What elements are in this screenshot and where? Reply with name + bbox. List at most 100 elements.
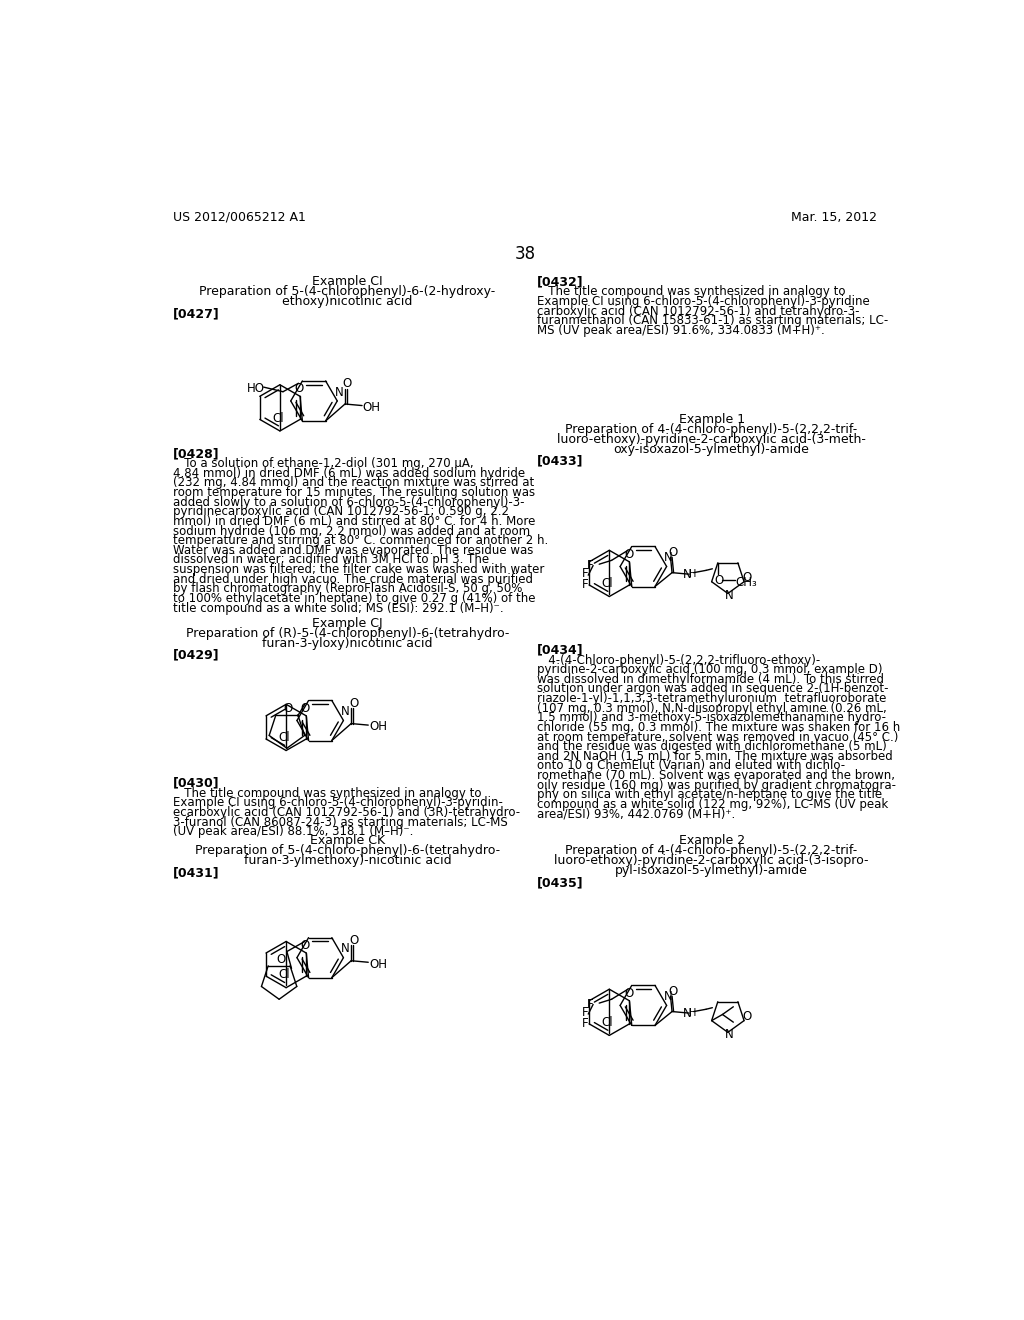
Text: OH: OH <box>369 957 387 970</box>
Text: Cl: Cl <box>279 731 290 744</box>
Text: N: N <box>341 705 350 718</box>
Text: F: F <box>587 558 594 572</box>
Text: O: O <box>301 940 310 952</box>
Text: CH₃: CH₃ <box>735 576 757 589</box>
Text: N: N <box>335 385 344 399</box>
Text: OH: OH <box>369 721 387 734</box>
Text: Water was added and DMF was evaporated. The residue was: Water was added and DMF was evaporated. … <box>173 544 534 557</box>
Text: Example CI: Example CI <box>312 276 383 289</box>
Text: luoro-ethoxy)-pyridine-2-carboxylic acid-(3-isopro-: luoro-ethoxy)-pyridine-2-carboxylic acid… <box>554 854 868 867</box>
Text: to 100% ethylacetate in heptane) to give 0.27 g (41%) of the: to 100% ethylacetate in heptane) to give… <box>173 591 536 605</box>
Text: 1.5 mmol) and 3-methoxy-5-isoxazolemethanamine hydro-: 1.5 mmol) and 3-methoxy-5-isoxazolemetha… <box>538 711 886 725</box>
Text: The title compound was synthesized in analogy to: The title compound was synthesized in an… <box>538 285 846 298</box>
Text: [0435]: [0435] <box>538 876 584 890</box>
Text: was dissolved in dimethylformamide (4 mL). To this stirred: was dissolved in dimethylformamide (4 mL… <box>538 673 884 686</box>
Text: Cl: Cl <box>601 577 613 590</box>
Text: and 2N NaOH (1.5 mL) for 5 min. The mixture was absorbed: and 2N NaOH (1.5 mL) for 5 min. The mixt… <box>538 750 893 763</box>
Text: onto 10 g ChemElut (Varian) and eluted with dichlo-: onto 10 g ChemElut (Varian) and eluted w… <box>538 759 846 772</box>
Text: N: N <box>683 568 691 581</box>
Text: (107 mg, 0.3 mmol), N,N-diisopropyl ethyl amine (0.26 mL,: (107 mg, 0.3 mmol), N,N-diisopropyl ethy… <box>538 702 887 714</box>
Text: F: F <box>583 568 589 581</box>
Text: [0427]: [0427] <box>173 308 220 321</box>
Text: O: O <box>349 697 358 710</box>
Text: O: O <box>669 546 678 560</box>
Text: N: N <box>683 1007 691 1020</box>
Text: N: N <box>341 942 350 956</box>
Text: phy on silica with ethyl acetate/n-heptane to give the title: phy on silica with ethyl acetate/n-hepta… <box>538 788 883 801</box>
Text: pyl-isoxazol-5-ylmethyl)-amide: pyl-isoxazol-5-ylmethyl)-amide <box>615 865 808 878</box>
Text: N: N <box>665 990 673 1003</box>
Text: compound as a white solid (122 mg, 92%), LC-MS (UV peak: compound as a white solid (122 mg, 92%),… <box>538 797 889 810</box>
Text: F: F <box>583 578 589 591</box>
Text: oxy-isoxazol-5-ylmethyl)-amide: oxy-isoxazol-5-ylmethyl)-amide <box>613 442 810 455</box>
Text: O: O <box>669 985 678 998</box>
Text: sodium hydride (106 mg, 2.2 mmol) was added and at room: sodium hydride (106 mg, 2.2 mmol) was ad… <box>173 524 530 537</box>
Text: O: O <box>301 702 310 715</box>
Text: Preparation of 4-(4-chloro-phenyl)-5-(2,2,2-trif-: Preparation of 4-(4-chloro-phenyl)-5-(2,… <box>565 845 858 858</box>
Text: Example 1: Example 1 <box>679 412 744 425</box>
Text: added slowly to a solution of 6-chloro-5-(4-chlorophenyl)-3-: added slowly to a solution of 6-chloro-5… <box>173 496 524 508</box>
Text: dissolved in water; acidified with 3M HCl to pH 3. The: dissolved in water; acidified with 3M HC… <box>173 553 489 566</box>
Text: at room temperature, solvent was removed in vacuo (45° C.): at room temperature, solvent was removed… <box>538 730 899 743</box>
Text: Cl: Cl <box>279 969 290 982</box>
Text: 4.84 mmol) in dried DMF (6 mL) was added sodium hydride: 4.84 mmol) in dried DMF (6 mL) was added… <box>173 467 525 479</box>
Text: O: O <box>742 572 752 583</box>
Text: furanmethanol (CAN 15833-61-1) as starting materials; LC-: furanmethanol (CAN 15833-61-1) as starti… <box>538 314 889 327</box>
Text: OH: OH <box>362 401 381 414</box>
Text: O: O <box>276 953 286 966</box>
Text: The title compound was synthesized in analogy to: The title compound was synthesized in an… <box>173 787 481 800</box>
Text: romethane (70 mL). Solvent was evaporated and the brown,: romethane (70 mL). Solvent was evaporate… <box>538 770 895 781</box>
Text: 4-(4-Chloro-phenyl)-5-(2,2,2-trifluoro-ethoxy)-: 4-(4-Chloro-phenyl)-5-(2,2,2-trifluoro-e… <box>538 653 820 667</box>
Text: Example CJ: Example CJ <box>312 616 383 630</box>
Text: ecarboxylic acid (CAN 1012792-56-1) and (3R)-tetrahydro-: ecarboxylic acid (CAN 1012792-56-1) and … <box>173 807 520 818</box>
Text: furan-3-yloxy)nicotinic acid: furan-3-yloxy)nicotinic acid <box>262 636 432 649</box>
Text: [0428]: [0428] <box>173 447 219 461</box>
Text: [0429]: [0429] <box>173 649 219 661</box>
Text: O: O <box>343 378 352 391</box>
Text: O: O <box>349 933 358 946</box>
Text: title compound as a white solid; MS (ESI): 292.1 (M–H)⁻.: title compound as a white solid; MS (ESI… <box>173 602 504 615</box>
Text: ethoxy)nicotinic acid: ethoxy)nicotinic acid <box>283 296 413 309</box>
Text: [0433]: [0433] <box>538 455 584 467</box>
Text: O: O <box>624 987 633 1001</box>
Text: luoro-ethoxy)-pyridine-2-carboxylic acid-(3-meth-: luoro-ethoxy)-pyridine-2-carboxylic acid… <box>557 433 866 446</box>
Text: Preparation of 5-(4-chloro-phenyl)-6-(tetrahydro-: Preparation of 5-(4-chloro-phenyl)-6-(te… <box>195 845 500 858</box>
Text: MS (UV peak area/ESI) 91.6%, 334.0833 (M+H)⁺.: MS (UV peak area/ESI) 91.6%, 334.0833 (M… <box>538 323 825 337</box>
Text: Example CI using 6-chloro-5-(4-chlorophenyl)-3-pyridine: Example CI using 6-chloro-5-(4-chlorophe… <box>538 296 870 308</box>
Text: mmol) in dried DMF (6 mL) and stirred at 80° C. for 4 h. More: mmol) in dried DMF (6 mL) and stirred at… <box>173 515 536 528</box>
Text: Example 2: Example 2 <box>679 834 744 847</box>
Text: [0430]: [0430] <box>173 776 219 789</box>
Text: O: O <box>624 548 633 561</box>
Text: [0434]: [0434] <box>538 644 584 656</box>
Text: 3-furanol (CAN 86087-24-3) as starting materials; LC-MS: 3-furanol (CAN 86087-24-3) as starting m… <box>173 816 508 829</box>
Text: N: N <box>725 1028 733 1040</box>
Text: O: O <box>295 383 304 396</box>
Text: pyridine-2-carboxylic acid (100 mg, 0.3 mmol, example D): pyridine-2-carboxylic acid (100 mg, 0.3 … <box>538 663 883 676</box>
Text: HO: HO <box>247 383 264 396</box>
Text: Preparation of 5-(4-chlorophenyl)-6-(2-hydroxy-: Preparation of 5-(4-chlorophenyl)-6-(2-h… <box>200 285 496 298</box>
Text: O: O <box>715 574 724 587</box>
Text: 38: 38 <box>514 244 536 263</box>
Text: and the residue was digested with dichloromethane (5 mL): and the residue was digested with dichlo… <box>538 741 887 754</box>
Text: Cl: Cl <box>272 412 284 425</box>
Text: carboxylic acid (CAN 1012792-56-1) and tetrahydro-3-: carboxylic acid (CAN 1012792-56-1) and t… <box>538 305 860 318</box>
Text: Cl: Cl <box>601 1016 613 1030</box>
Text: suspension was filtered; the filter cake was washed with water: suspension was filtered; the filter cake… <box>173 564 545 576</box>
Text: O: O <box>742 1010 752 1023</box>
Text: F: F <box>583 1006 589 1019</box>
Text: [0432]: [0432] <box>538 276 584 289</box>
Text: Example CI using 6-chloro-5-(4-chlorophenyl)-3-pyridin-: Example CI using 6-chloro-5-(4-chlorophe… <box>173 796 503 809</box>
Text: chloride (55 mg, 0.3 mmol). The mixture was shaken for 16 h: chloride (55 mg, 0.3 mmol). The mixture … <box>538 721 900 734</box>
Text: and dried under high vacuo. The crude material was purified: and dried under high vacuo. The crude ma… <box>173 573 532 586</box>
Text: O: O <box>284 702 293 715</box>
Text: pyridinecarboxylic acid (CAN 1012792-56-1; 0.590 g, 2.2: pyridinecarboxylic acid (CAN 1012792-56-… <box>173 506 509 519</box>
Text: room temperature for 15 minutes. The resulting solution was: room temperature for 15 minutes. The res… <box>173 486 536 499</box>
Text: (232 mg, 4.84 mmol) and the reaction mixture was stirred at: (232 mg, 4.84 mmol) and the reaction mix… <box>173 477 535 490</box>
Text: (UV peak area/ESI) 88.1%, 318.1 (M–H)⁻.: (UV peak area/ESI) 88.1%, 318.1 (M–H)⁻. <box>173 825 414 838</box>
Text: H: H <box>689 1007 696 1018</box>
Text: solution under argon was added in sequence 2-(1H-benzot-: solution under argon was added in sequen… <box>538 682 889 696</box>
Text: Example CK: Example CK <box>310 834 385 847</box>
Text: N: N <box>725 589 733 602</box>
Text: N: N <box>665 552 673 564</box>
Text: H: H <box>689 569 696 578</box>
